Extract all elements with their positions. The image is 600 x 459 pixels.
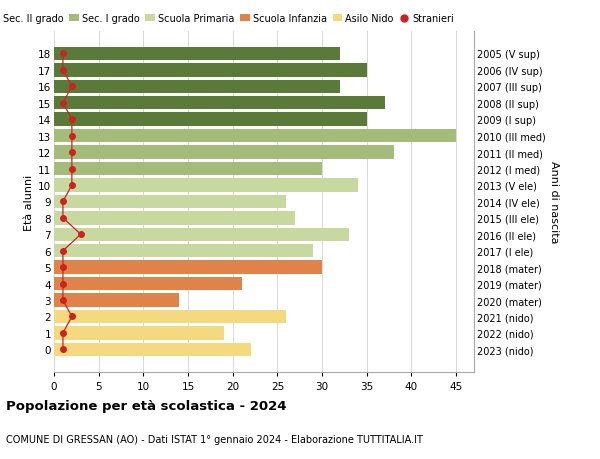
- Bar: [54, 294, 179, 307]
- Bar: [54, 113, 367, 127]
- Bar: [54, 146, 394, 159]
- Bar: [54, 212, 295, 225]
- Point: [58, 264, 68, 271]
- Point: [58, 215, 68, 222]
- Point: [58, 346, 68, 353]
- Bar: [54, 195, 286, 209]
- Point: [58, 67, 68, 74]
- Bar: [54, 179, 358, 192]
- Text: Popolazione per età scolastica - 2024: Popolazione per età scolastica - 2024: [6, 399, 287, 412]
- Point: [58, 50, 68, 58]
- Bar: [54, 277, 242, 291]
- Y-axis label: Età alunni: Età alunni: [24, 174, 34, 230]
- Point: [67, 116, 77, 123]
- Bar: [54, 245, 313, 258]
- Bar: [54, 343, 251, 356]
- Point: [67, 133, 77, 140]
- Point: [58, 330, 68, 337]
- Bar: [54, 80, 340, 94]
- Bar: [54, 310, 286, 324]
- Point: [58, 100, 68, 107]
- Bar: [54, 48, 340, 61]
- Bar: [54, 129, 456, 143]
- Bar: [54, 64, 367, 78]
- Point: [67, 149, 77, 157]
- Y-axis label: Anni di nascita: Anni di nascita: [550, 161, 559, 243]
- Point: [67, 84, 77, 91]
- Point: [58, 280, 68, 288]
- Point: [67, 182, 77, 189]
- Point: [58, 247, 68, 255]
- Point: [58, 297, 68, 304]
- Bar: [54, 97, 385, 110]
- Bar: [54, 228, 349, 241]
- Point: [67, 166, 77, 173]
- Bar: [54, 261, 322, 274]
- Bar: [54, 326, 224, 340]
- Text: COMUNE DI GRESSAN (AO) - Dati ISTAT 1° gennaio 2024 - Elaborazione TUTTITALIA.IT: COMUNE DI GRESSAN (AO) - Dati ISTAT 1° g…: [6, 434, 423, 444]
- Point: [67, 313, 77, 320]
- Legend: Sec. II grado, Sec. I grado, Scuola Primaria, Scuola Infanzia, Asilo Nido, Stran: Sec. II grado, Sec. I grado, Scuola Prim…: [0, 14, 454, 24]
- Bar: [54, 162, 322, 176]
- Point: [58, 198, 68, 206]
- Point: [76, 231, 86, 238]
